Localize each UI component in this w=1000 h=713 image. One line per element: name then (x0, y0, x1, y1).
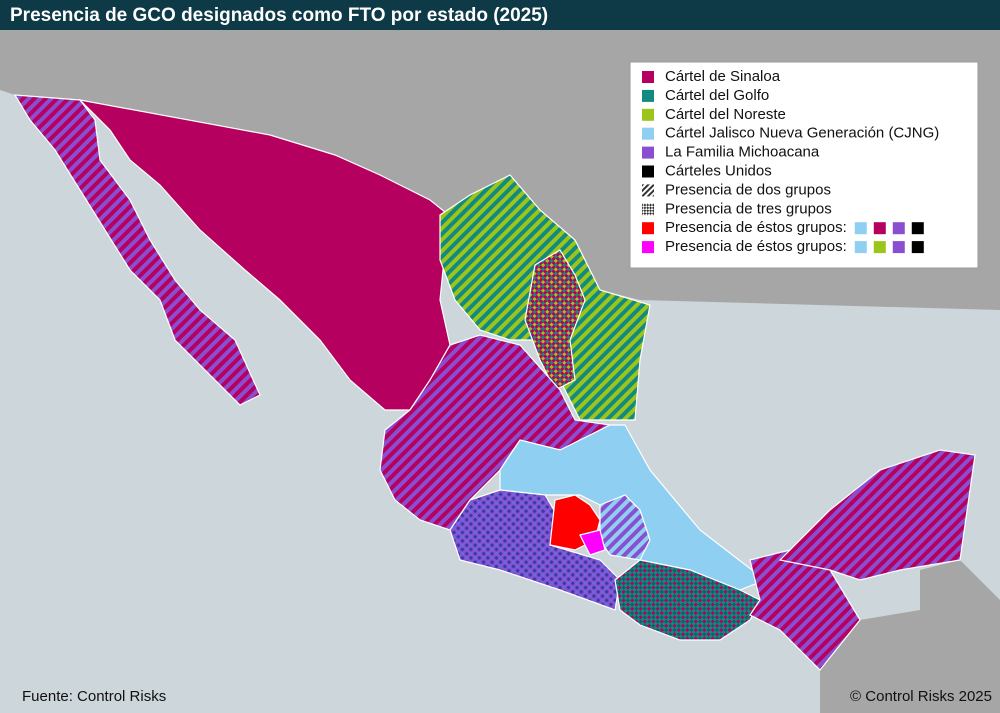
michoacan-guerrero (449, 489, 621, 611)
source: Fuente: Control Risks (22, 688, 166, 705)
nuevo-leon (524, 249, 586, 391)
yucatan (778, 449, 976, 581)
legend-label: Presencia de tres grupos (665, 200, 832, 217)
legend-group-swatch (854, 222, 867, 235)
legend-label: Cártel del Noreste (665, 106, 786, 123)
legend-label: Presencia de dos grupos (665, 181, 831, 198)
legend-group-swatch (873, 241, 886, 254)
legend-swatch (642, 89, 654, 102)
legend-group-swatch (892, 241, 905, 254)
legend-items: Cártel de Sinaloa Cártel del Golfo Cártel … (642, 68, 939, 255)
legend-label: Presencia de éstos grupos: (665, 238, 847, 255)
legend-swatch (642, 203, 654, 216)
legend-group-swatch (911, 222, 924, 235)
legend-swatch (642, 165, 654, 178)
legend-group-swatch (911, 241, 924, 254)
states (13, 94, 976, 671)
legend-swatch (642, 222, 654, 235)
legend-group-swatch (854, 241, 867, 254)
legend-label: Presencia de éstos grupos: (665, 219, 847, 236)
copyright: © Control Risks 2025 (850, 688, 992, 705)
legend-label: Cártel del Golfo (665, 87, 769, 104)
legend-swatch (642, 108, 654, 121)
legend-swatch (642, 241, 654, 254)
legend-label: Cárteles Unidos (665, 162, 772, 179)
oaxaca (614, 559, 761, 641)
legend-swatch (642, 184, 654, 197)
legend-group-swatch (873, 222, 886, 235)
legend-label: La Familia Michoacana (665, 144, 820, 161)
legend-swatch (642, 71, 654, 83)
legend-label: Cártel de Sinaloa (665, 68, 781, 85)
baja-california (13, 94, 261, 406)
central-america (820, 560, 1000, 713)
morelos (579, 529, 606, 556)
title-bar (0, 0, 1000, 30)
legend-swatch (642, 127, 654, 140)
legend-group-swatch (892, 222, 905, 235)
title: Presencia de GCO designados como FTO por… (10, 5, 548, 26)
legend-label: Cártel Jalisco Nueva Generación (CJNG) (665, 125, 939, 142)
legend-swatch (642, 146, 654, 159)
